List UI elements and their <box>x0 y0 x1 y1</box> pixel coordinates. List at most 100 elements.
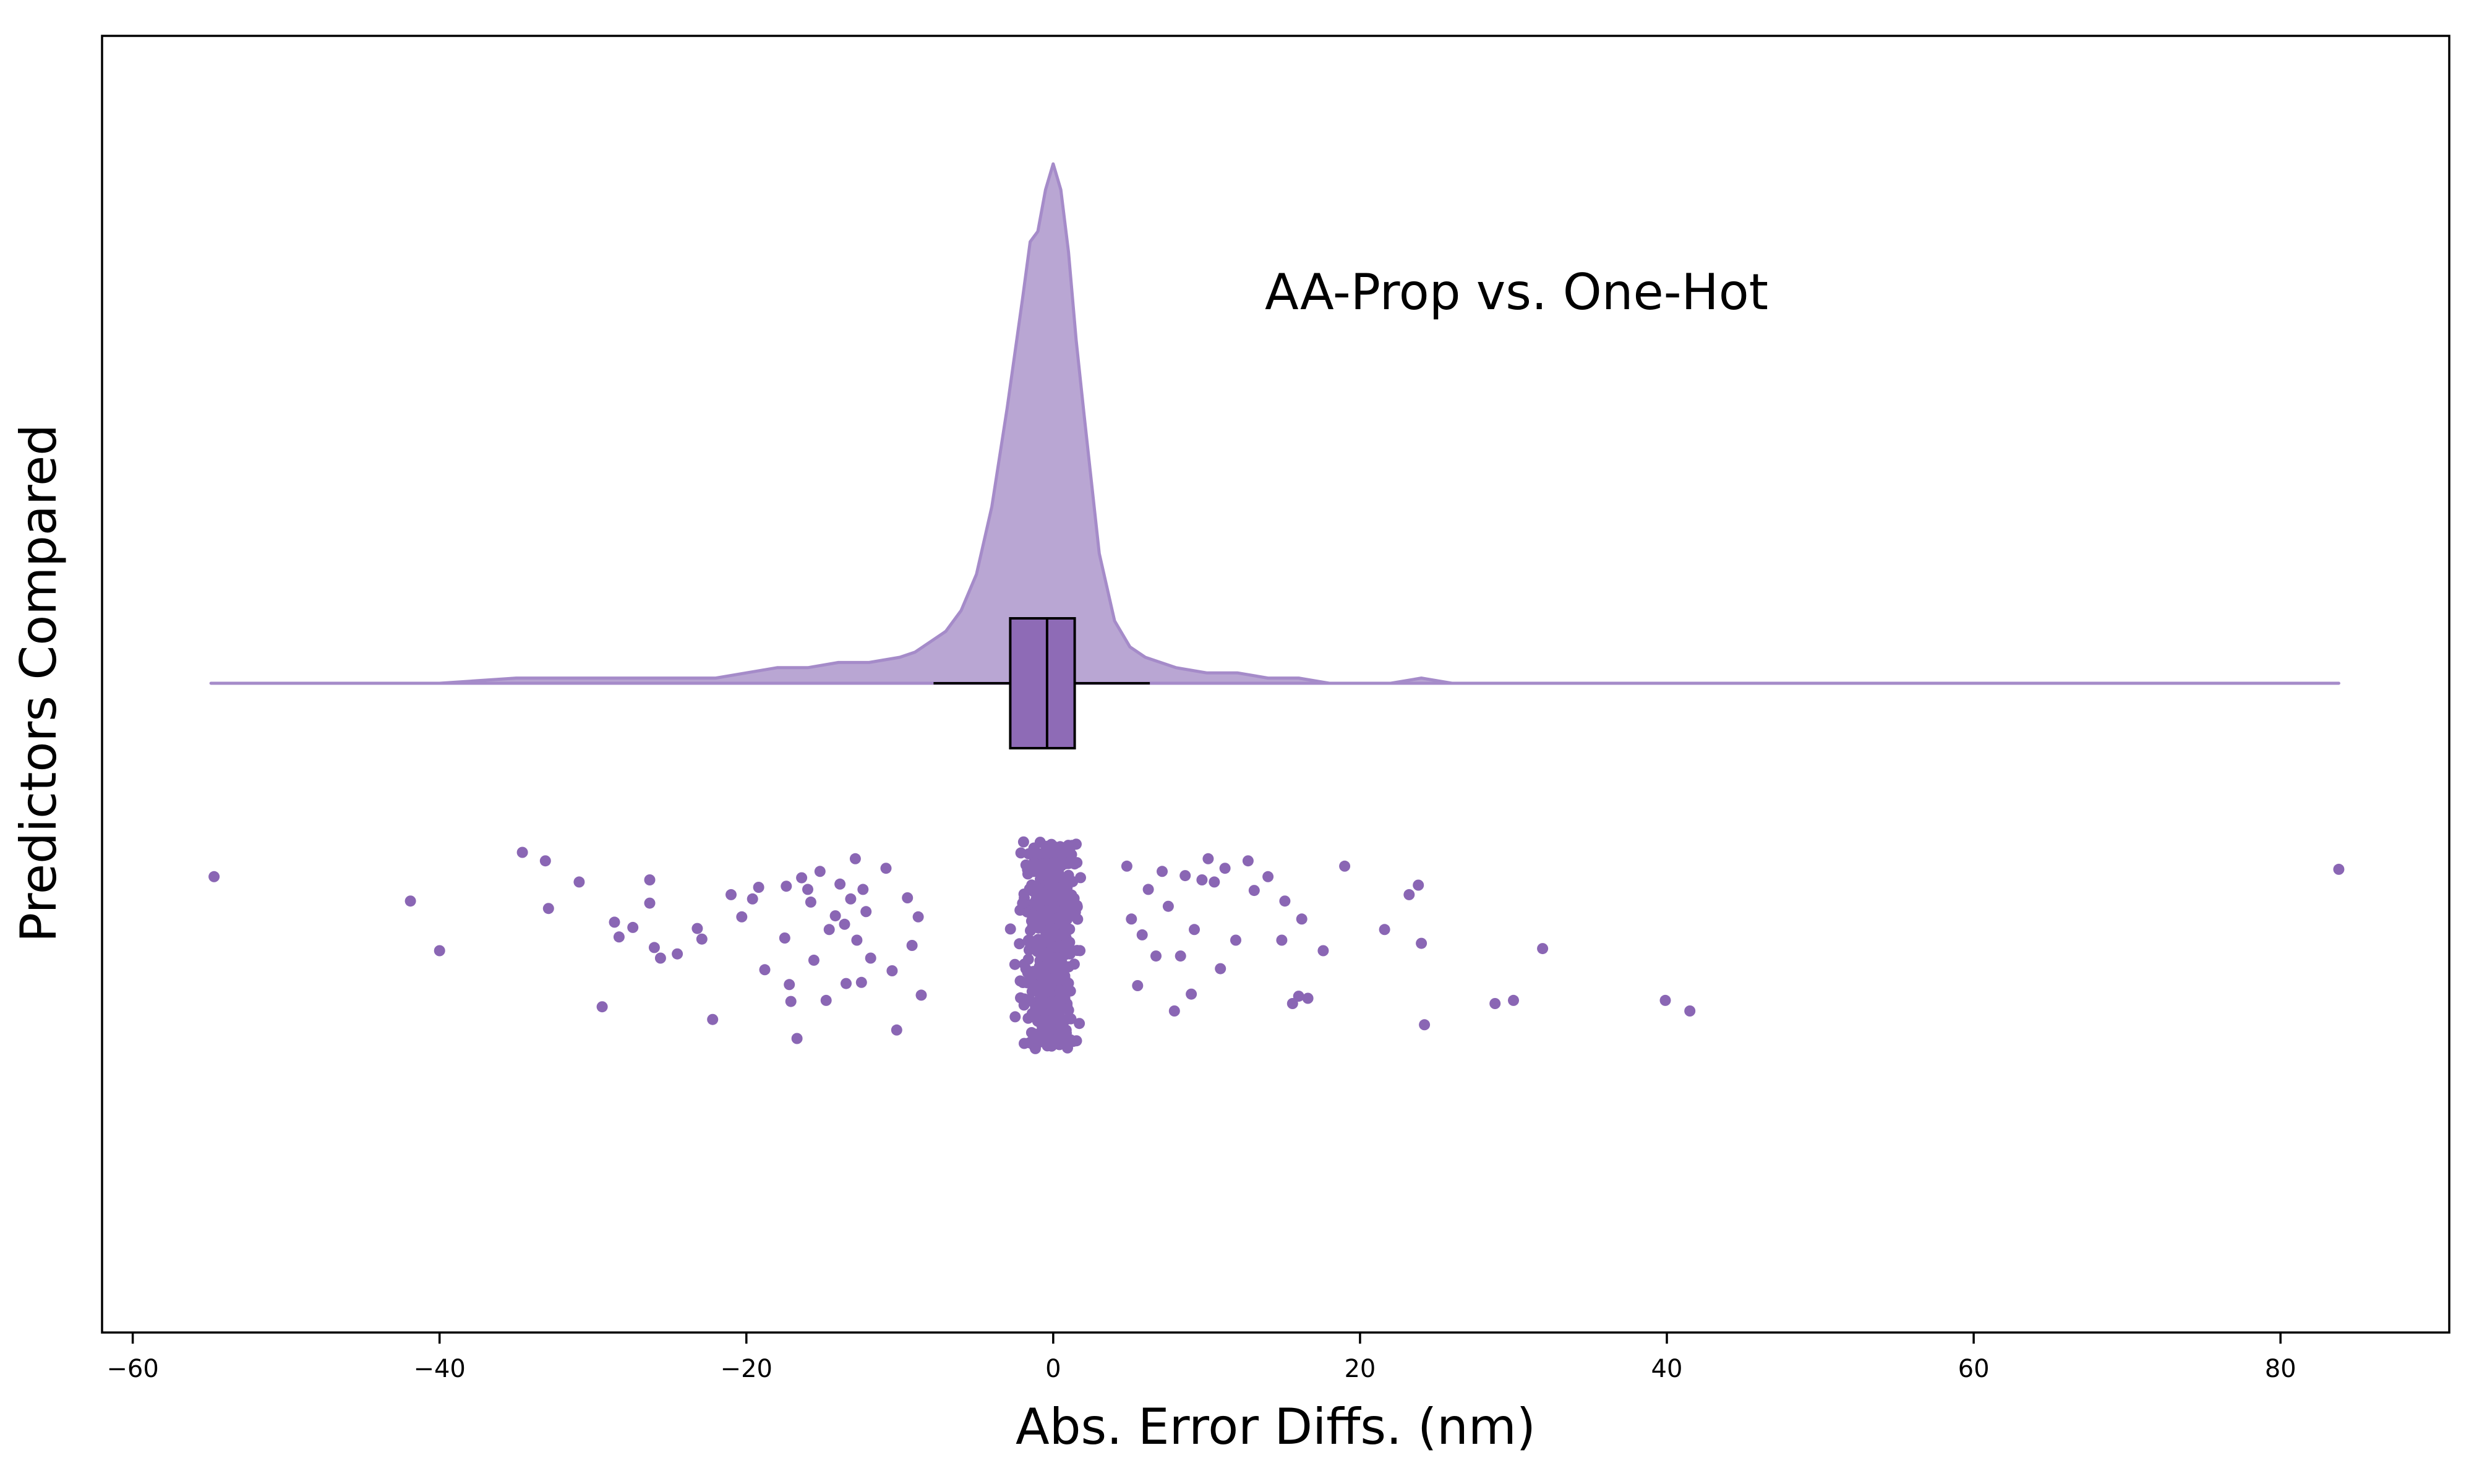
rain-point <box>1009 1011 1021 1023</box>
rain-point <box>1230 934 1241 946</box>
rain-point <box>1066 849 1077 861</box>
rain-point <box>1286 998 1298 1009</box>
rain-point <box>1121 860 1132 872</box>
rain-point <box>648 942 660 953</box>
rain-point <box>1072 913 1084 925</box>
rain-point <box>1042 908 1054 919</box>
rain-point <box>857 884 869 895</box>
rain-point <box>1017 897 1029 909</box>
rain-point <box>1293 991 1304 1002</box>
rain-point <box>1508 994 1519 1006</box>
rain-point <box>1035 999 1047 1010</box>
rain-point <box>1060 927 1072 939</box>
rain-point <box>1071 1035 1082 1047</box>
rain-point <box>1015 847 1027 859</box>
x-tick-label: −60 <box>106 1355 158 1383</box>
rain-point <box>707 1013 719 1025</box>
rain-point <box>1413 879 1424 891</box>
rain-point <box>696 933 708 945</box>
rain-point <box>726 889 737 900</box>
rain-point <box>1063 961 1074 973</box>
rain-point <box>1004 923 1016 935</box>
rain-point <box>1037 988 1048 1000</box>
rain-point <box>1063 869 1074 881</box>
rain-point <box>1403 889 1415 900</box>
rain-point <box>1036 980 1048 992</box>
rain-point <box>1050 929 1062 941</box>
y-axis-label: Predictors Compared <box>10 424 67 942</box>
rain-point <box>1075 872 1086 884</box>
rain-point <box>1019 1038 1030 1049</box>
rain-point <box>1279 895 1291 907</box>
box-iqr <box>1009 617 1076 749</box>
rain-point <box>644 874 656 885</box>
rain-point <box>596 1001 608 1013</box>
x-tick-label: 80 <box>2265 1355 2296 1383</box>
rain-point <box>829 910 841 922</box>
rain-point <box>1051 913 1063 924</box>
rain-point <box>1050 970 1061 982</box>
boxplot-layer <box>933 617 1150 749</box>
rain-point <box>814 866 826 877</box>
rain-point <box>1045 1024 1057 1036</box>
rain-point <box>1061 913 1073 925</box>
rain-point <box>834 878 846 890</box>
rain-point <box>1056 1002 1068 1013</box>
rain-point <box>781 881 792 892</box>
rain-point <box>880 863 892 874</box>
rain-point <box>805 896 816 908</box>
rain-point <box>404 895 416 907</box>
rain-point <box>1302 992 1314 1004</box>
density-cloud-layer <box>209 162 2340 685</box>
rain-point <box>845 893 857 905</box>
rain-point <box>1034 837 1046 848</box>
rain-point <box>644 897 656 909</box>
rain-point <box>784 979 795 991</box>
rain-point <box>1025 925 1036 936</box>
rain-point <box>820 994 832 1006</box>
rain-point <box>1196 874 1208 885</box>
rain-point <box>915 989 927 1001</box>
rain-point <box>1017 836 1029 848</box>
rain-point <box>208 871 220 882</box>
rain-point <box>1049 846 1061 858</box>
rain-point <box>1027 908 1038 920</box>
rain-point <box>1489 998 1501 1009</box>
rain-point <box>841 978 852 989</box>
rain-point <box>1057 1017 1069 1029</box>
rain-point <box>1019 958 1030 970</box>
rain-point <box>1064 948 1076 960</box>
rain-point <box>886 965 898 976</box>
rain-point <box>1179 870 1191 882</box>
rain-point <box>891 1024 902 1036</box>
rain-point <box>1296 913 1308 925</box>
rain-point <box>1242 855 1254 867</box>
rain-point <box>796 872 808 884</box>
rain-point <box>839 918 850 930</box>
rain-point <box>613 931 625 943</box>
rain-point <box>1028 1029 1040 1040</box>
rain-point <box>1537 943 1549 955</box>
rain-point <box>851 934 863 946</box>
rain-point <box>1009 958 1021 970</box>
plot-frame <box>101 35 2450 1334</box>
x-tick-label: 60 <box>1958 1355 1990 1383</box>
rain-point <box>1023 967 1035 979</box>
rain-point <box>1126 913 1137 925</box>
rain-point <box>855 976 867 988</box>
rain-point <box>1064 985 1076 997</box>
rain-point <box>902 892 914 903</box>
rain-point <box>516 846 528 858</box>
rain-point <box>1074 945 1086 957</box>
rain-point <box>1186 988 1197 1000</box>
rain-point <box>1052 952 1063 963</box>
rain-points-layer <box>208 836 2345 1054</box>
rain-point <box>860 906 872 918</box>
rain-point <box>672 948 683 960</box>
rain-point <box>654 952 666 964</box>
rain-point <box>1416 937 1427 949</box>
rain-point <box>1419 1019 1431 1031</box>
rain-point <box>906 940 918 951</box>
rain-point <box>759 964 771 976</box>
